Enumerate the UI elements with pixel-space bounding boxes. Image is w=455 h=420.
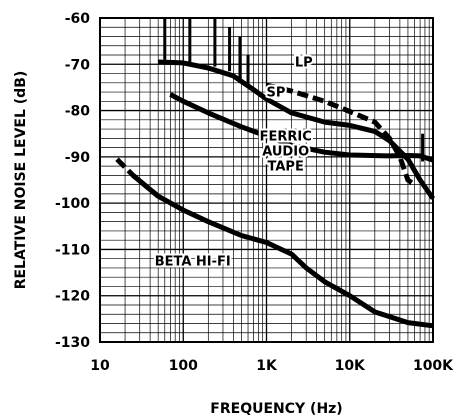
series-label: TAPE	[268, 160, 304, 175]
x-axis-label: FREQUENCY (Hz)	[210, 401, 342, 417]
series-label: AUDIO	[262, 145, 309, 160]
y-tick-label: -110	[55, 242, 90, 258]
x-tick-label: 10K	[335, 358, 366, 374]
series-label: LP	[295, 56, 313, 71]
series-beta-hi-fi-line	[131, 173, 434, 329]
y-tick-label: -80	[65, 104, 91, 120]
x-tick-label: 10	[90, 358, 110, 374]
chart-grid	[99, 17, 433, 343]
series-lp-line	[265, 82, 416, 187]
y-tick-label: -90	[65, 150, 91, 166]
chart-series	[115, 18, 436, 329]
y-tick-label: -120	[55, 289, 90, 305]
y-tick-label: -70	[65, 57, 91, 73]
x-tick-label: 100	[169, 358, 198, 374]
series-label: BETA HI-FI	[155, 255, 231, 270]
y-axis-label: RELATIVE NOISE LEVEL (dB)	[13, 71, 29, 290]
x-tick-labels: 10 100 1K 10K 100K	[90, 358, 454, 374]
x-tick-label: 1K	[256, 358, 278, 374]
y-tick-label: -60	[65, 11, 91, 27]
y-tick-labels: -60 -70 -80 -90 -100 -110 -120 -130	[55, 11, 90, 351]
series-label: SP	[267, 86, 286, 101]
series-label: FERRIC	[260, 130, 312, 145]
x-tick-label: 100K	[413, 358, 454, 374]
plot-frame	[99, 17, 434, 343]
y-tick-label: -100	[55, 196, 90, 212]
series-ferric-audio-tape-line	[169, 92, 434, 163]
y-tick-label: -130	[55, 335, 90, 351]
